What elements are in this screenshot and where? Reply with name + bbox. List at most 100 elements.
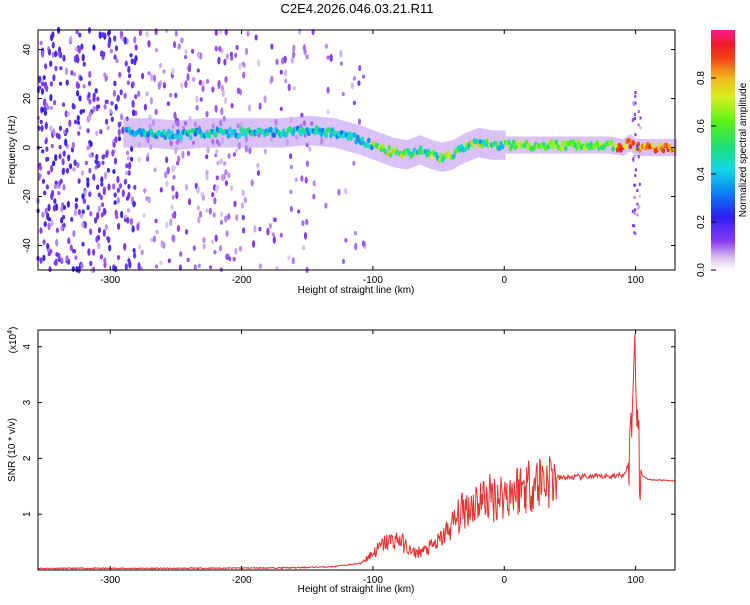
spectrogram-cell	[196, 205, 200, 211]
spectrogram-cell	[73, 119, 78, 125]
spectrogram-cell	[39, 165, 43, 171]
spectrogram-cell	[352, 100, 356, 105]
spectrogram-cell	[112, 169, 116, 174]
spectrogram-cell	[228, 126, 232, 133]
spectrogram-cell	[177, 43, 181, 50]
spectrogram-cell	[124, 60, 128, 67]
spectrogram-cell	[184, 183, 189, 191]
spectrogram-cell	[289, 153, 293, 160]
spectrogram-cell	[631, 209, 634, 213]
spectrogram-cell	[302, 245, 306, 251]
snr-series-line	[37, 334, 676, 570]
spectrogram-cell	[279, 106, 283, 111]
spectrogram-cell	[214, 29, 218, 36]
spectrogram-cell	[634, 101, 637, 105]
spectrogram-cell	[215, 175, 219, 181]
spectrogram-cell	[50, 164, 54, 173]
spectrogram-cell	[236, 87, 240, 94]
spectrogram-cell	[99, 129, 103, 135]
spectrogram-cell	[43, 98, 47, 106]
spectrogram-cell	[417, 149, 421, 155]
spectrogram-cell	[120, 113, 124, 121]
spectrogram-cell	[171, 185, 175, 191]
spectrogram-cell	[452, 153, 456, 160]
spectrogram-cell	[115, 214, 119, 220]
spectrogram-cell	[117, 121, 121, 128]
spectrogram-cell	[227, 118, 230, 148]
spectrogram-cell	[214, 132, 218, 138]
spectrogram-cell	[47, 170, 51, 175]
spectrogram-cell	[133, 57, 137, 66]
spectrogram-cell	[559, 145, 563, 152]
spectrogram-cell	[232, 152, 236, 157]
spectrogram-cell	[123, 36, 127, 45]
spectrogram-cell	[637, 139, 640, 157]
spectrogram-cell	[287, 255, 291, 261]
spectrogram-cell	[49, 125, 53, 132]
spectrogram-cell	[270, 43, 274, 50]
spectrogram-cell	[179, 251, 183, 257]
spectrogram-cell	[224, 215, 228, 223]
spectrogram-cell	[75, 29, 79, 35]
spectrogram-cell	[98, 31, 102, 39]
spectrogram-cell	[223, 96, 228, 105]
spectrogram-cell	[174, 92, 178, 99]
spectrogram-cell	[55, 238, 59, 247]
spectrogram-cell	[191, 48, 195, 54]
spectrogram-cell	[206, 79, 210, 84]
spectrogram-cell	[224, 180, 228, 187]
bottom-x-tick-label: -200	[232, 575, 252, 586]
spectrogram-cell	[61, 158, 65, 166]
spectrogram-cell	[617, 142, 622, 149]
spectrogram-cell	[305, 160, 309, 167]
spectrogram-cell	[137, 262, 141, 271]
spectrogram-cell	[358, 64, 362, 72]
figure-title: C2E4.2026.046.03.21.R11	[281, 1, 434, 16]
spectrogram-cell	[193, 264, 197, 271]
spectrogram-cell	[133, 184, 137, 190]
spectrogram-cell	[41, 107, 45, 113]
spectrogram-cell	[269, 126, 273, 133]
colorbar-tick-label: 0.4	[696, 167, 707, 181]
spectrogram-cell	[631, 140, 636, 146]
spectrogram-cell	[60, 217, 64, 224]
spectrogram-cell	[87, 248, 91, 256]
spectrogram-cell	[558, 136, 561, 154]
spectrogram-cell	[92, 96, 96, 103]
spectrogram-cell	[639, 116, 642, 120]
colorbar-label: Normalized spectral amplitude	[738, 82, 749, 217]
spectrogram-cell	[121, 189, 125, 198]
spectrogram-cell	[229, 51, 233, 57]
spectrogram-cell	[45, 84, 49, 92]
spectrogram-cell	[107, 41, 111, 49]
spectrogram-cell	[53, 184, 57, 189]
spectrogram-cell	[39, 40, 43, 46]
spectrogram-cell	[127, 183, 131, 190]
spectrogram-cell	[102, 229, 106, 237]
spectrogram-cell	[304, 176, 308, 184]
spectrogram-cell	[60, 257, 64, 263]
spectrogram-cell	[92, 173, 96, 181]
spectrogram-cell	[302, 44, 306, 52]
spectrogram-cell	[234, 52, 238, 58]
spectrogram-cell	[234, 248, 238, 255]
spectrogram-cell	[106, 125, 110, 131]
spectrogram-cell	[80, 212, 84, 219]
spectrogram-cell	[361, 240, 366, 247]
spectrogram-cell	[47, 222, 51, 231]
spectrogram-cell	[124, 214, 128, 219]
spectrogram-cell	[58, 145, 62, 150]
spectrogram-cell	[104, 99, 108, 105]
spectrogram-cell	[92, 44, 96, 51]
spectrogram-cell	[256, 170, 261, 176]
spectrogram-cell	[147, 40, 151, 48]
spectrogram-cell	[76, 120, 81, 125]
spectrogram-cell	[623, 143, 628, 150]
spectrogram-cell	[292, 44, 296, 53]
bottom-y-tick-label: 4	[22, 344, 33, 350]
spectrogram-cell	[500, 144, 505, 150]
spectrogram-cell	[636, 144, 639, 148]
colorbar-tick-label: 0.0	[696, 263, 707, 277]
spectrogram-cell	[114, 45, 118, 52]
spectrogram-cell	[116, 175, 120, 184]
